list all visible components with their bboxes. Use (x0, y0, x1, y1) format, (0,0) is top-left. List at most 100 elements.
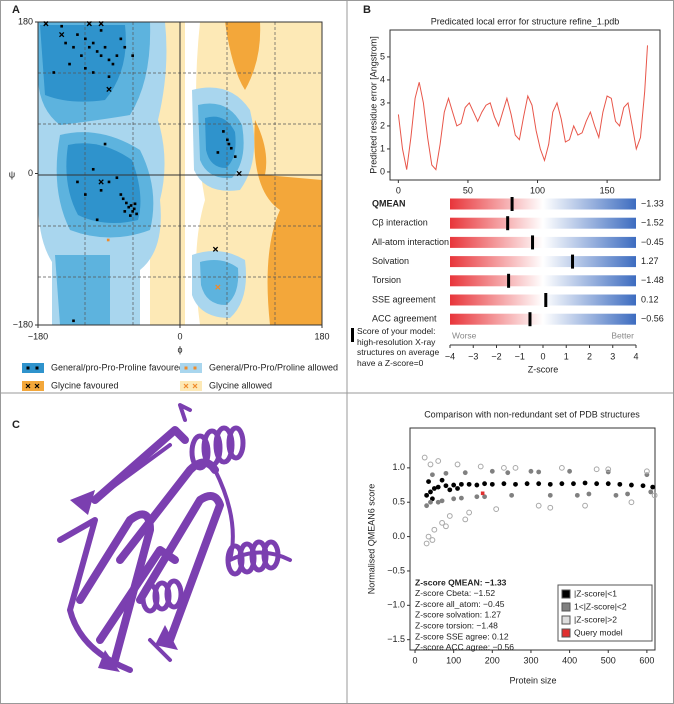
annotation: Z-score torsion: −1.48 (415, 620, 498, 630)
point (99, 54, 103, 57)
point (212, 246, 219, 252)
x-tick-label: −1 (515, 351, 525, 361)
plot-frame (389, 29, 661, 181)
y-tick-label: 0.0 (392, 531, 405, 541)
point (629, 482, 634, 488)
x-tick-label: 50 (463, 185, 473, 195)
point (482, 481, 487, 487)
point (229, 146, 233, 150)
point (103, 142, 107, 146)
point (236, 170, 242, 177)
point (501, 481, 507, 487)
point (76, 180, 79, 184)
point (524, 481, 530, 487)
point (107, 58, 111, 62)
point (482, 494, 487, 500)
legend-swatch (22, 363, 44, 373)
x-tick-label: −2 (491, 351, 501, 361)
point (115, 54, 119, 57)
point (227, 142, 231, 146)
z-score-track (450, 198, 636, 210)
point (99, 29, 103, 32)
point (535, 502, 542, 509)
point (226, 138, 229, 142)
y-tick-label: 2 (380, 120, 385, 130)
point (462, 516, 469, 523)
legend-marker (184, 366, 188, 370)
x-axis-label: ϕ (177, 344, 182, 354)
point (107, 180, 111, 184)
strand-arrow (70, 490, 95, 515)
legend-label: Query model (574, 627, 623, 637)
x-tick-label: 1 (564, 351, 569, 361)
point (547, 504, 554, 511)
point (132, 207, 136, 211)
y-axis-label: Normalised QMEAN6 score (366, 484, 376, 595)
point (111, 62, 115, 66)
point (648, 489, 654, 495)
category-label: QMEAN (372, 198, 406, 208)
point (477, 463, 484, 470)
point (86, 21, 92, 27)
point (84, 37, 87, 41)
category-label: All-atom interaction (372, 237, 449, 247)
legend-swatch (180, 363, 202, 373)
x-tick-label: −180 (28, 331, 48, 341)
point (425, 533, 432, 540)
point (567, 468, 572, 474)
x-tick-label: 100 (530, 185, 545, 195)
z-score-marker (544, 293, 548, 307)
point (131, 54, 134, 57)
x-tick-label: 0 (540, 351, 545, 361)
point (443, 483, 449, 489)
legend-box (557, 584, 653, 642)
y-tick-label: 1 (380, 143, 385, 153)
point (650, 484, 656, 490)
point (439, 498, 445, 504)
point (547, 481, 553, 487)
point (582, 480, 588, 486)
point (574, 492, 580, 498)
z-score-marker (506, 216, 510, 231)
point (640, 483, 646, 489)
z-score-track (450, 294, 636, 306)
point (435, 484, 441, 490)
value-label: −0.45 (641, 237, 664, 247)
point (431, 526, 438, 533)
point (95, 218, 99, 222)
point (547, 492, 553, 498)
x-tick-label: 150 (600, 185, 615, 195)
x-tick-label: 300 (523, 655, 538, 665)
x-tick-label: 600 (639, 655, 654, 665)
point (625, 491, 630, 497)
value-label: −1.33 (641, 198, 664, 208)
x-axis-label: Protein size (509, 675, 556, 685)
x-tick-label: 3 (610, 351, 615, 361)
y-tick-label: 4 (380, 74, 385, 84)
point (125, 201, 128, 205)
chart-title: Comparison with non-redundant set of PDB… (424, 409, 640, 419)
y-tick-label: −180 (13, 319, 33, 329)
point (489, 468, 495, 474)
point (439, 477, 445, 483)
category-label: Cβ interaction (372, 218, 428, 228)
point (119, 193, 123, 196)
point (571, 481, 576, 487)
point (435, 499, 441, 505)
legend-label: |Z-score|>2 (574, 614, 617, 624)
point (536, 481, 542, 487)
y-tick-label: −1.5 (387, 634, 405, 644)
point (617, 481, 623, 487)
point (60, 24, 63, 28)
point (466, 481, 472, 487)
note-icon (351, 328, 354, 342)
x-tick-label: −3 (468, 351, 478, 361)
point (107, 75, 111, 79)
point (91, 167, 95, 171)
chart-title: Predicated local error for structure ref… (431, 16, 620, 26)
point (428, 499, 433, 505)
point (427, 461, 434, 468)
annotation: Z-score QMEAN: −1.33 (415, 577, 507, 587)
